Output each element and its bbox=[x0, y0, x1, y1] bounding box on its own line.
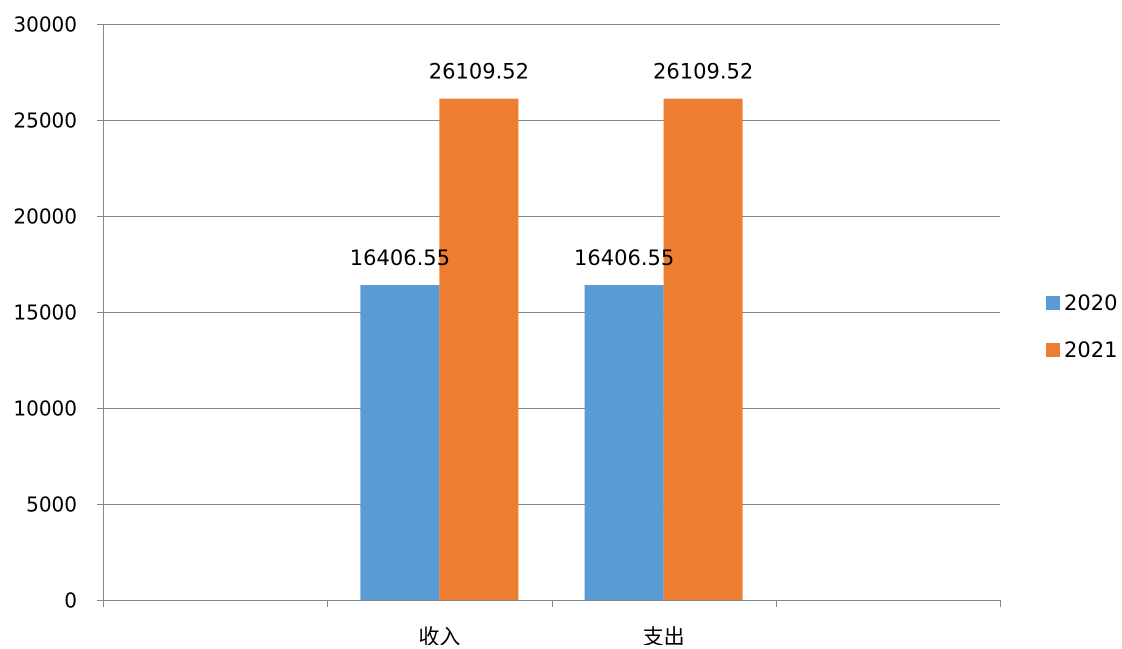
y-tick-label: 20000 bbox=[13, 205, 77, 229]
x-category-label: 收入 bbox=[418, 625, 460, 645]
bar-2020 bbox=[360, 284, 440, 600]
bar-2021 bbox=[663, 98, 743, 601]
data-label: 26109.52 bbox=[429, 60, 529, 84]
legend-label: 2020 bbox=[1064, 291, 1117, 315]
y-tick-label: 5000 bbox=[26, 493, 77, 517]
y-tick-label: 25000 bbox=[13, 109, 77, 133]
bar-2021 bbox=[439, 98, 519, 601]
y-tick-label: 15000 bbox=[13, 301, 77, 325]
x-category-label: 支出 bbox=[643, 625, 685, 645]
y-tick-label: 0 bbox=[64, 589, 77, 613]
data-label: 16406.55 bbox=[350, 246, 450, 270]
legend-swatch-2021 bbox=[1046, 343, 1060, 357]
legend-swatch-2020 bbox=[1046, 296, 1060, 310]
data-labels: 16406.55 16406.55 26109.52 26109.52 bbox=[350, 60, 753, 270]
bars bbox=[360, 98, 743, 601]
legend: 2020 2021 bbox=[1046, 291, 1117, 362]
y-tick-label: 10000 bbox=[13, 397, 77, 421]
y-tick-label: 30000 bbox=[13, 13, 77, 37]
bar-2020 bbox=[584, 284, 664, 600]
legend-label: 2021 bbox=[1064, 338, 1117, 362]
data-label: 16406.55 bbox=[574, 246, 674, 270]
data-label: 26109.52 bbox=[653, 60, 753, 84]
axes: 0 5000 10000 15000 20000 25000 30000 收入 支出 bbox=[13, 13, 1001, 649]
gridlines bbox=[103, 24, 1000, 505]
